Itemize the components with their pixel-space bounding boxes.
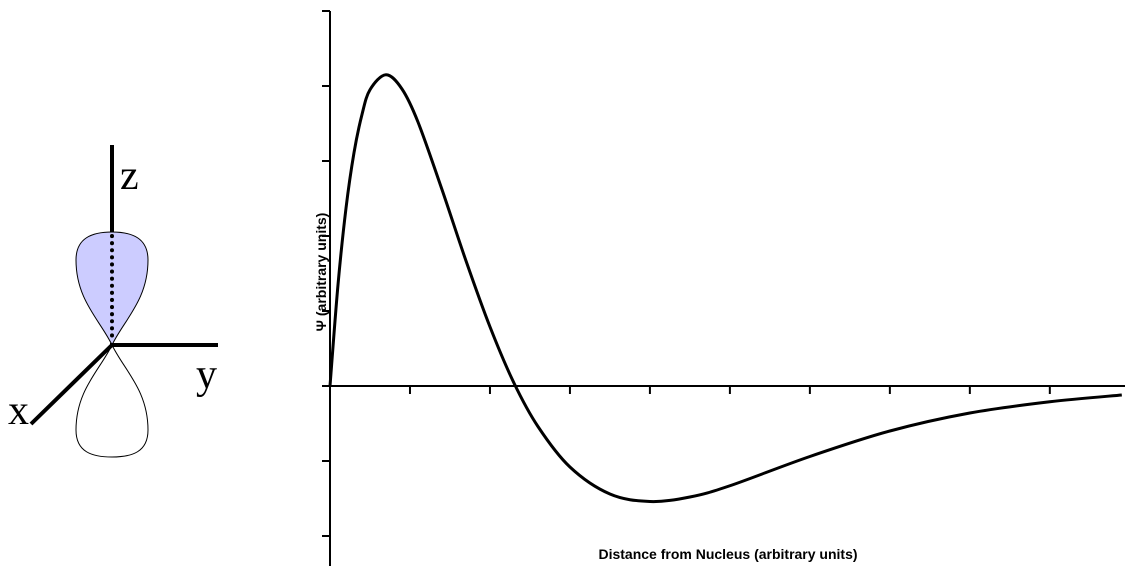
x-axis-title: Distance from Nucleus (arbitrary units) bbox=[598, 546, 857, 562]
y-label: y bbox=[196, 352, 217, 398]
wavefunction-curve bbox=[328, 73, 1122, 504]
lobe-lower bbox=[75, 343, 149, 458]
z-label: z bbox=[120, 153, 139, 199]
x-axis-3d bbox=[29, 342, 115, 426]
x-label: x bbox=[8, 388, 29, 434]
y-axis-title: Ψ (arbitrary units) bbox=[313, 213, 329, 332]
orbital-diagram: z y x bbox=[8, 145, 218, 458]
